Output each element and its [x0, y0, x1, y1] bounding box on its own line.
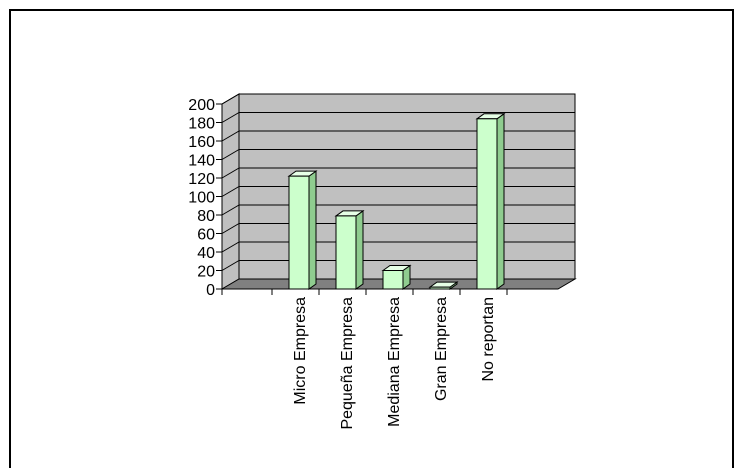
x-category-label: Mediana Empresa [386, 297, 403, 427]
bar-front [335, 215, 357, 290]
gridline-side [221, 93, 240, 105]
y-tick-label: 120 [188, 171, 215, 188]
gridline-side [221, 241, 240, 253]
gridline-side [221, 167, 240, 179]
y-tick-label: 0 [206, 282, 215, 299]
bar-front [288, 175, 310, 290]
bar-side [355, 209, 364, 290]
y-tick-label: 100 [188, 190, 215, 207]
y-tick-label: 40 [197, 245, 215, 262]
bar [287, 170, 318, 290]
bar [475, 112, 506, 290]
x-axis: Micro Empresa Pequeña Empresa Mediana Empr… [221, 288, 558, 430]
gridline-side [221, 130, 240, 142]
y-tick-label: 20 [197, 264, 215, 281]
bar-side [496, 112, 505, 290]
gridline-side [221, 223, 240, 234]
bar-side [308, 170, 317, 290]
gridline-side [221, 112, 240, 123]
bars [287, 112, 506, 290]
bar-front [429, 286, 451, 290]
bar [428, 281, 459, 290]
chart-walls [220, 93, 577, 290]
gridline-side [221, 204, 240, 216]
x-category-label: No reportan [480, 297, 497, 382]
x-category-label: Gran Empresa [433, 297, 450, 401]
y-tick-label: 180 [188, 116, 215, 133]
y-tick-label: 200 [188, 97, 215, 114]
y-tick-label: 80 [197, 208, 215, 225]
gridline-side [221, 186, 240, 197]
y-tick-label: 160 [188, 134, 215, 151]
bar-front [476, 118, 498, 290]
gridline-side [221, 149, 240, 160]
x-category-label: Micro Empresa [292, 297, 309, 405]
bar [381, 264, 412, 290]
bar [334, 209, 365, 290]
chart-border [9, 9, 734, 468]
y-tick-label: 60 [197, 227, 215, 244]
bar-front [382, 270, 404, 290]
gridline-side [221, 260, 240, 271]
x-category-label: Pequeña Empresa [339, 297, 356, 430]
y-tick-label: 140 [188, 153, 215, 170]
